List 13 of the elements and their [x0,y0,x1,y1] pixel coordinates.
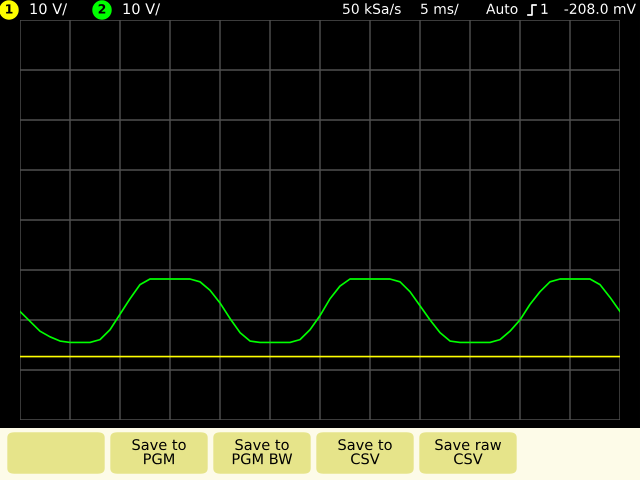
text: Save raw CSV [435,439,502,464]
text: Auto [486,4,518,14]
text: -208.0 mV [564,4,636,14]
text: Save to CSV [338,439,392,464]
text: 1 [542,4,548,14]
text: 50 kSa/s [343,3,401,16]
text: 2 [98,4,106,14]
text: Save to PGM BW [232,439,292,464]
text: 5 ms/ [421,4,459,16]
text: 1 [6,4,12,14]
text: 10 V/ [30,3,68,16]
text: Save to PGM [132,439,186,464]
text: 10 V/ [124,3,160,16]
